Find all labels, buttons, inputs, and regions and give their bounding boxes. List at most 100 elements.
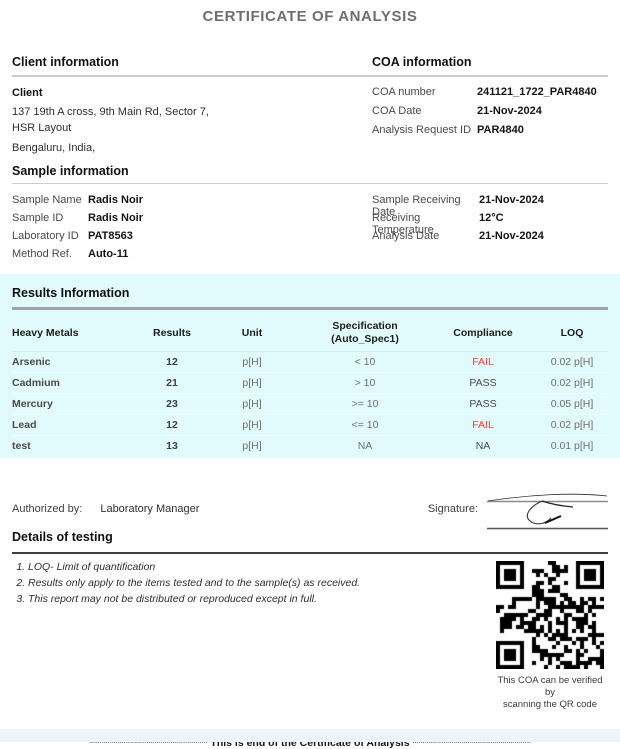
sample-name-label: Sample Name: [12, 194, 82, 206]
method-ref-label: Method Ref.: [12, 248, 72, 260]
compliance-cell: PASS: [430, 372, 536, 394]
analysis-date-label: Analysis Date: [372, 230, 440, 242]
details-divider: [12, 552, 608, 554]
col-heavy-metals: Heavy Metals: [12, 318, 140, 352]
loq-cell: 0.02 p[H]: [536, 351, 608, 373]
metal-cell: Cadmium: [12, 372, 140, 394]
sample-field-row: Sample Receiving Date 21-Nov-2024: [372, 194, 608, 218]
unit-cell: p[H]: [242, 440, 262, 452]
method-ref-value: Auto-11: [88, 248, 129, 260]
coa-number-value: 241121_1722_PAR4840: [477, 86, 597, 98]
sample-field-row: Receiving Temperature 12°C: [372, 212, 608, 236]
results-table: Heavy Metals Results Unit Specification …: [12, 318, 608, 456]
authorized-by-value: Laboratory Manager: [100, 503, 200, 515]
sample-id-label: Sample ID: [12, 212, 64, 224]
coa-number-label: COA number: [372, 86, 436, 98]
qr-caption-line2: scanning the QR code: [502, 699, 597, 710]
qr-code: [496, 561, 604, 669]
sample-info-block: Sample Name Radis Noir Sample ID Radis N…: [12, 194, 608, 266]
authorized-by-label: Authorized by:: [12, 503, 83, 515]
client-info-block: Client 137 19th A cross, 9th Main Rd, Se…: [12, 86, 372, 156]
unit-cell: p[H]: [204, 414, 300, 436]
coa-field-row: COA Date 21-Nov-2024: [372, 105, 608, 124]
sample-info-left: Sample Name Radis Noir Sample ID Radis N…: [12, 194, 372, 266]
unit-cell: p[H]: [204, 372, 300, 394]
spec-cell: NA: [357, 440, 373, 452]
client-info-heading: Client information: [12, 55, 119, 69]
receiving-temperature-label: Receiving Temperature: [372, 212, 434, 236]
laboratory-id-value: PAT8563: [88, 230, 133, 242]
client-address-line3: Bengaluru, India,: [12, 142, 96, 154]
signature-scribble: [487, 493, 608, 530]
details-body: LOQ- Limit of quantification Results onl…: [12, 561, 608, 711]
metal-cell: Lead: [12, 414, 140, 436]
sample-field-row: Laboratory ID PAT8563: [12, 230, 372, 248]
coa-date-label: COA Date: [372, 105, 422, 117]
table-row: Lead 12 p[H] <= 10 FAIL 0.02 p[H]: [12, 414, 608, 436]
col-results: Results: [140, 318, 204, 352]
list-item: This report may not be distributed or re…: [28, 593, 492, 605]
col-unit: Unit: [204, 318, 300, 352]
receiving-temperature-value: 12°C: [479, 212, 504, 224]
col-specification: Specification (Auto_Spec1): [300, 318, 430, 352]
sample-field-row: Method Ref. Auto-11: [12, 248, 372, 266]
analysis-request-id-label: Analysis Request ID: [372, 124, 472, 136]
authorization-row: Authorized by: Laboratory Manager Signat…: [0, 488, 620, 530]
list-item: LOQ- Limit of quantification: [28, 561, 492, 573]
loq-cell: 0.02 p[H]: [536, 414, 608, 436]
loq-cell: 0.02 p[H]: [536, 372, 608, 394]
sample-name-value: Radis Noir: [88, 194, 144, 206]
analysis-request-id-value: PAR4840: [477, 124, 524, 136]
client-coa-block: Client 137 19th A cross, 9th Main Rd, Se…: [12, 86, 608, 156]
coa-field-row: Analysis Request ID PAR4840: [372, 124, 608, 143]
table-row: Cadmium 21 p[H] > 10 PASS 0.02 p[H]: [12, 372, 608, 394]
sample-field-row: Sample ID Radis Noir: [12, 212, 372, 230]
sample-info-right: Sample Receiving Date 21-Nov-2024 Receiv…: [372, 194, 608, 266]
client-address-line1: 137 19th A cross, 9th Main Rd, Sector 7,: [12, 106, 209, 118]
results-section: Results Information Heavy Metals Results…: [0, 274, 620, 458]
compliance-cell: FAIL: [430, 414, 536, 436]
qr-block: This COA can be verified by scanning the…: [492, 561, 608, 711]
receiving-date-label: Sample Receiving Date: [372, 194, 461, 218]
sample-id-value: Radis Noir: [88, 212, 144, 224]
list-item: Results only apply to the items tested a…: [28, 577, 492, 589]
qr-caption-line1: This COA can be verified by: [497, 675, 603, 698]
result-cell: 21: [140, 372, 204, 394]
result-cell: 13: [166, 440, 178, 452]
compliance-cell: FAIL: [430, 351, 536, 373]
info-headings-row: Client information COA information: [12, 55, 608, 70]
result-cell: 12: [140, 414, 204, 436]
signature-block: Signature:: [428, 488, 608, 530]
sample-divider: [12, 183, 608, 184]
header-divider: [12, 75, 608, 77]
testing-notes-list: LOQ- Limit of quantification Results onl…: [12, 561, 492, 711]
results-header-row: Heavy Metals Results Unit Specification …: [12, 318, 608, 352]
coa-field-row: COA number 241121_1722_PAR4840: [372, 86, 608, 105]
signature-label: Signature:: [427, 503, 478, 515]
result-cell: 12: [140, 351, 204, 373]
col-specification-line1: Specification: [332, 320, 398, 332]
metal-cell: Arsenic: [12, 351, 140, 373]
spec-cell: > 10: [300, 372, 430, 394]
spec-cell: <= 10: [300, 414, 430, 436]
table-row: test 13 p[H] NA NA 0.01 p[H]: [12, 436, 608, 457]
col-compliance: Compliance: [430, 318, 536, 352]
client-address-line2: HSR Layout: [12, 122, 72, 134]
metal-cell: Mercury: [12, 393, 140, 415]
page-bottom-strip: [0, 729, 620, 742]
result-cell: 23: [140, 393, 204, 415]
unit-cell: p[H]: [204, 351, 300, 373]
receiving-date-value: 21-Nov-2024: [479, 194, 544, 206]
laboratory-id-label: Laboratory ID: [12, 230, 79, 242]
details-heading: Details of testing: [12, 530, 113, 544]
spec-cell: < 10: [300, 351, 430, 373]
col-loq: LOQ: [536, 318, 608, 352]
client-name: Client: [12, 87, 43, 99]
coa-info-heading: COA information: [372, 55, 472, 69]
metal-cell: test: [12, 440, 31, 452]
table-row: Arsenic 12 p[H] < 10 FAIL 0.02 p[H]: [12, 351, 608, 373]
page-title: CERTIFICATE OF ANALYSIS: [202, 8, 418, 25]
results-divider: [12, 307, 608, 310]
results-heading: Results Information: [12, 286, 130, 300]
